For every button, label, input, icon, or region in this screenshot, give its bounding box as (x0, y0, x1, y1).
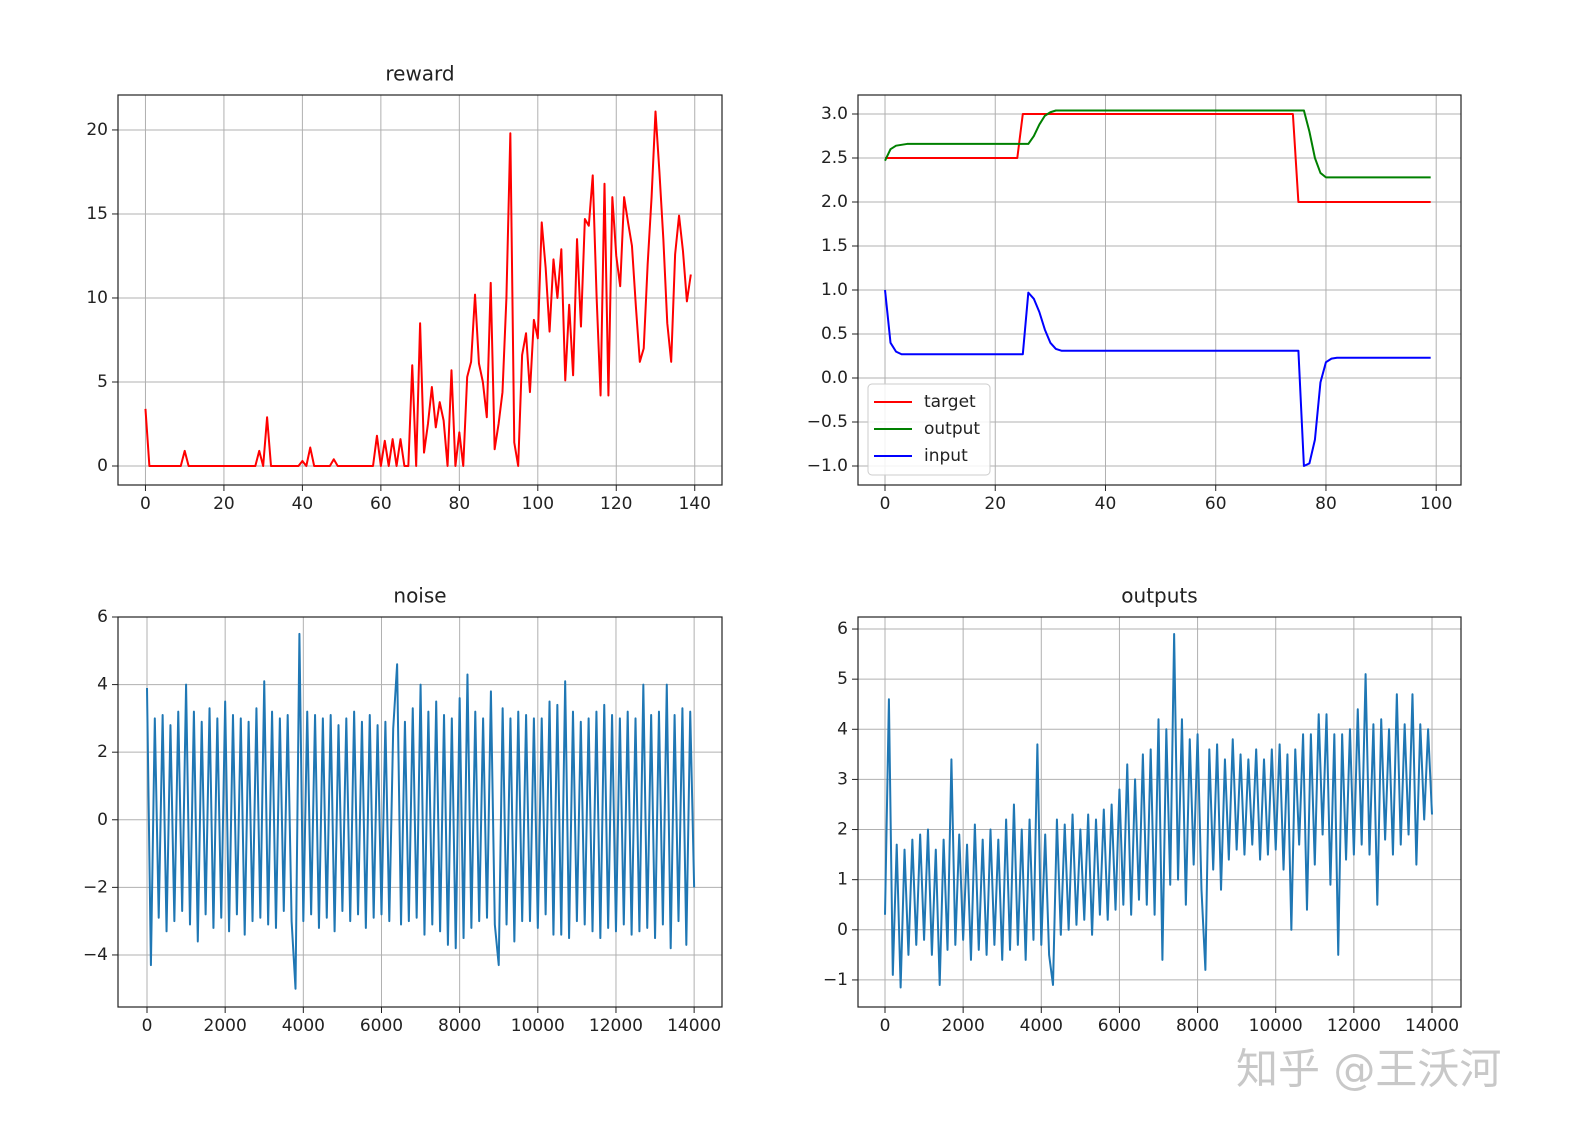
x-tick-label: 14000 (1405, 1016, 1459, 1036)
x-tick-label: 60 (370, 494, 392, 514)
data-line (885, 113, 1431, 203)
x-tick-label: 100 (1420, 494, 1452, 514)
chart-title: noise (393, 584, 446, 608)
y-tick-label: 1.5 (821, 236, 848, 256)
y-tick-label: 0.5 (821, 324, 848, 344)
axes-frame (117, 94, 723, 486)
x-tick-label: 120 (600, 494, 632, 514)
y-tick-label: 20 (86, 120, 108, 140)
y-tick-label: 4 (837, 719, 848, 739)
y-tick-label: 1.0 (821, 280, 848, 300)
x-tick-label: 14000 (667, 1016, 721, 1036)
y-tick-label: 2.5 (821, 148, 848, 168)
x-tick-label: 40 (292, 494, 314, 514)
x-tick-label: 12000 (1327, 1016, 1381, 1036)
y-tick-label: 3 (837, 769, 848, 789)
x-tick-label: 140 (679, 494, 711, 514)
axes-frame (117, 616, 723, 1008)
x-tick-label: 2000 (942, 1016, 985, 1036)
y-tick-label: −2 (83, 877, 108, 897)
x-tick-label: 12000 (589, 1016, 643, 1036)
chart-title: reward (385, 62, 454, 86)
watermark: 知乎 @王沃河 (1236, 1045, 1501, 1094)
y-tick-label: 10 (86, 288, 108, 308)
y-tick-label: 5 (837, 669, 848, 689)
y-tick-label: 0 (97, 810, 108, 830)
x-tick-label: 6000 (360, 1016, 403, 1036)
y-tick-label: 4 (97, 675, 108, 695)
y-tick-label: 5 (97, 372, 108, 392)
y-tick-label: 1 (837, 870, 848, 890)
y-tick-label: 6 (837, 619, 848, 639)
x-tick-label: 4000 (1020, 1016, 1063, 1036)
y-tick-label: 0 (837, 920, 848, 940)
x-tick-label: 8000 (438, 1016, 481, 1036)
x-tick-label: 2000 (204, 1016, 247, 1036)
legend-box (867, 383, 991, 476)
y-tick-label: 3.0 (821, 104, 848, 124)
x-tick-label: 6000 (1098, 1016, 1141, 1036)
chart-title: outputs (1121, 584, 1197, 608)
axes-frame (857, 616, 1462, 1008)
x-tick-label: 80 (1315, 494, 1337, 514)
x-tick-label: 0 (142, 1016, 153, 1036)
legend-label: input (924, 446, 968, 466)
y-tick-label: −4 (83, 945, 108, 965)
y-tick-label: 2 (97, 742, 108, 762)
x-tick-label: 0 (880, 494, 891, 514)
data-line (884, 289, 1431, 467)
y-tick-label: 0 (97, 456, 108, 476)
x-tick-label: 4000 (282, 1016, 325, 1036)
x-tick-label: 0 (880, 1016, 891, 1036)
y-tick-label: 2 (837, 820, 848, 840)
data-line (146, 632, 696, 990)
x-tick-label: 80 (449, 494, 471, 514)
x-tick-label: 100 (522, 494, 554, 514)
x-tick-label: 20 (213, 494, 235, 514)
y-tick-label: 15 (86, 204, 108, 224)
x-tick-label: 40 (1095, 494, 1117, 514)
x-tick-label: 10000 (511, 1016, 565, 1036)
x-tick-label: 10000 (1249, 1016, 1303, 1036)
x-tick-label: 60 (1205, 494, 1227, 514)
y-tick-label: 2.0 (821, 192, 848, 212)
x-tick-label: 8000 (1176, 1016, 1219, 1036)
data-line (884, 109, 1431, 179)
legend-label: output (924, 419, 980, 439)
axes-frame (857, 94, 1462, 486)
y-tick-label: −0.5 (807, 412, 848, 432)
y-tick-label: 0.0 (821, 368, 848, 388)
y-tick-label: −1 (823, 970, 848, 990)
x-tick-label: 20 (984, 494, 1006, 514)
legend-label: target (924, 392, 976, 412)
y-tick-label: 6 (97, 607, 108, 627)
data-line (884, 633, 1434, 989)
y-tick-label: −1.0 (807, 456, 848, 476)
x-tick-label: 0 (140, 494, 151, 514)
data-line (144, 110, 692, 468)
